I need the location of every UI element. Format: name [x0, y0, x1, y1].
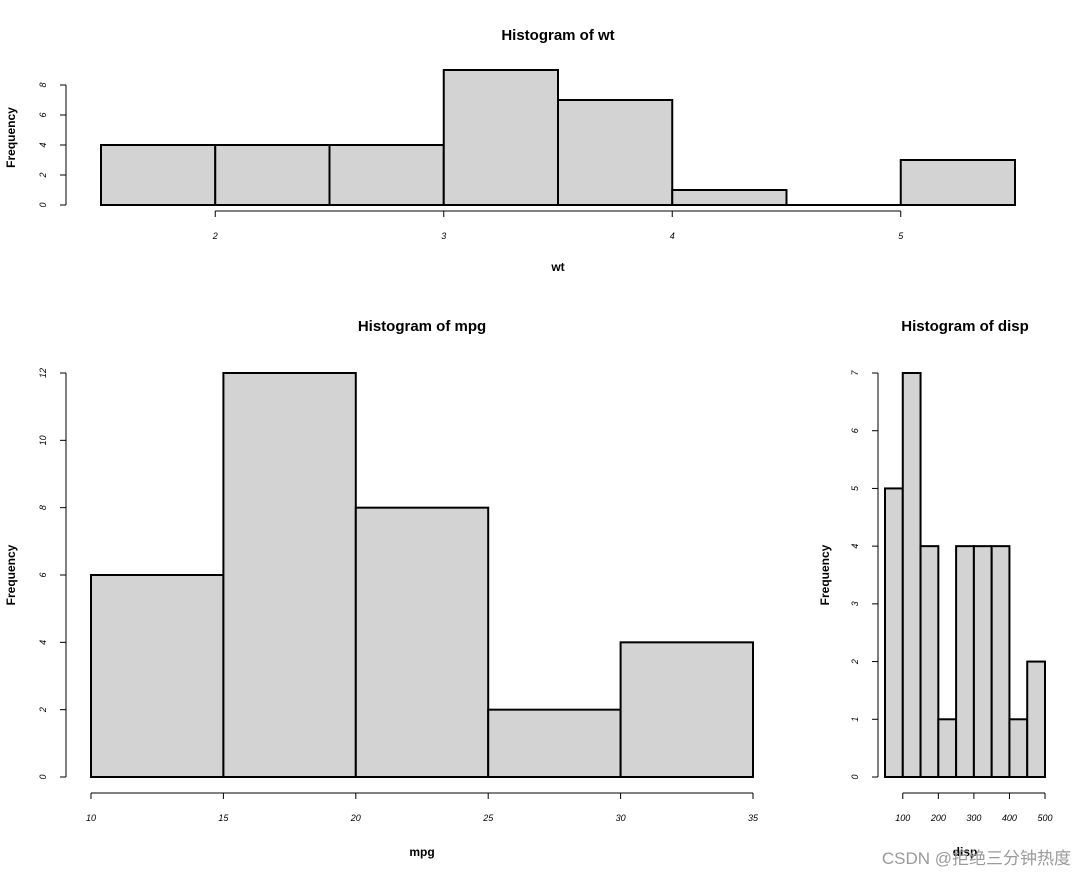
bar-wt-5-5.5 — [899, 159, 1016, 206]
bar-wt-2-2.5 — [214, 144, 331, 206]
x-tick-label: 10 — [86, 813, 96, 823]
chart-title: Histogram of wt — [501, 27, 614, 44]
y-axis-title: Frequency — [4, 107, 18, 168]
y-tick-label: 0 — [850, 774, 860, 779]
y-tick-label: 4 — [850, 544, 860, 549]
y-tick-label: 6 — [38, 572, 48, 577]
y-tick-label: 6 — [38, 112, 48, 117]
bar-wt-1.5-2 — [100, 144, 217, 206]
x-tick-label: 300 — [966, 813, 981, 823]
bar-disp-200-250 — [937, 718, 958, 778]
bar-disp-450-500 — [1026, 660, 1046, 778]
x-tick-label: 5 — [898, 231, 904, 241]
bar-disp-150-200 — [919, 545, 940, 779]
bar-mpg-15-20 — [222, 372, 357, 778]
x-tick-label: 2 — [212, 231, 218, 241]
y-tick-label: 0 — [38, 774, 48, 779]
panel-histogram-wt: Histogram of wt 2 3 4 5 0 2 4 6 8 wt Frequency — [4, 27, 1016, 274]
x-tick-label: 200 — [930, 813, 946, 823]
y-tick-label: 1 — [850, 717, 860, 722]
bar-mpg-30-35 — [619, 641, 754, 778]
bar-disp-400-450 — [1008, 718, 1029, 778]
x-tick-label: 100 — [895, 813, 910, 823]
chart-title: Histogram of disp — [901, 318, 1029, 335]
y-tick-label: 12 — [38, 368, 48, 378]
y-tick-label: 2 — [38, 172, 48, 178]
chart-title: Histogram of mpg — [358, 318, 486, 335]
y-tick-label: 8 — [38, 82, 48, 87]
watermark: CSDN @拒绝三分钟热度 — [881, 849, 1071, 868]
y-axis-title: Frequency — [818, 544, 832, 605]
bar-disp-50-100 — [884, 487, 904, 778]
bar-disp-100-150 — [901, 372, 922, 778]
bar-mpg-20-25 — [354, 506, 490, 778]
bar-mpg-25-30 — [487, 708, 622, 779]
panel-histogram-mpg: Histogram of mpg 10 15 20 25 30 35 0 2 4 6 8 10 12 mpg… — [4, 318, 759, 859]
bar-wt-3.5-4 — [557, 99, 674, 206]
y-tick-label: 7 — [850, 370, 860, 376]
y-tick-label: 4 — [38, 142, 48, 147]
x-axis-title: wt — [550, 260, 564, 274]
x-tick-label: 35 — [748, 813, 759, 823]
x-tick-label: 20 — [350, 813, 361, 823]
y-tick-label: 2 — [850, 659, 860, 665]
x-tick-label: 4 — [670, 231, 675, 241]
x-axis-title: disp — [953, 845, 978, 859]
y-tick-label: 0 — [38, 202, 48, 207]
y-axis-title: Frequency — [4, 544, 18, 605]
bar-disp-250-300 — [955, 545, 975, 779]
x-tick-label: 400 — [1002, 813, 1017, 823]
x-tick-label: 500 — [1037, 813, 1052, 823]
bar-disp-350-400 — [990, 545, 1011, 779]
x-tick-label: 3 — [441, 231, 446, 241]
y-tick-label: 10 — [38, 435, 48, 445]
y-tick-label: 6 — [850, 428, 860, 433]
y-tick-label: 4 — [38, 640, 48, 645]
bar-mpg-10-15 — [90, 574, 225, 778]
panel-histogram-disp: Histogram of disp 100 200 300 400 500 0 1 2 3 4 5 6 7… — [818, 318, 1053, 859]
bar-wt-2.5-3 — [328, 144, 445, 206]
x-tick-label: 15 — [218, 813, 229, 823]
x-tick-label: 25 — [482, 813, 494, 823]
x-tick-label: 30 — [616, 813, 626, 823]
y-tick-label: 8 — [38, 505, 48, 510]
bar-disp-300-350 — [972, 545, 993, 779]
bar-wt-4-4.5 — [671, 189, 788, 206]
y-tick-label: 3 — [850, 601, 860, 606]
y-tick-label: 2 — [38, 707, 48, 713]
bar-wt-3-3.5 — [442, 69, 559, 206]
x-axis-title: mpg — [409, 845, 434, 859]
y-tick-label: 5 — [850, 485, 860, 491]
